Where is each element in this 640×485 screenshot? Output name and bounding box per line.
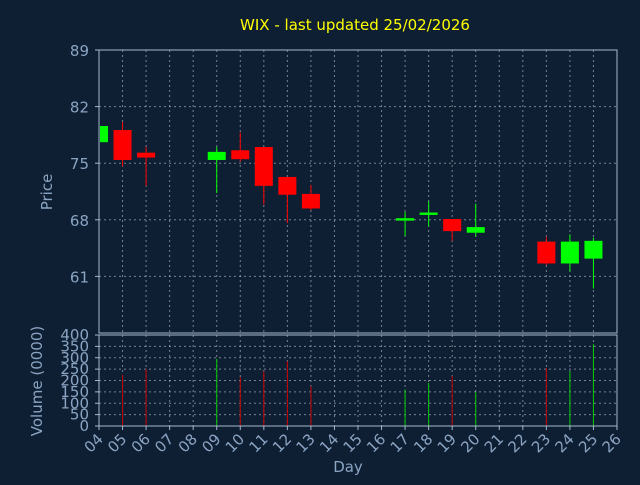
candle [443,218,462,241]
volume-series [98,344,594,426]
candle-body [537,241,556,264]
candle-body [466,227,485,233]
candle [231,132,250,162]
volume-tick-label: 150 [60,383,89,401]
candle [207,147,226,194]
candle-body [113,130,132,160]
candle [419,201,438,227]
volume-tick-label: 350 [60,337,89,355]
volume-tick-label: 400 [60,326,89,344]
candle-body [584,240,603,259]
volume-axis-label: Volume (0000) [28,326,46,436]
price-tick-label: 61 [70,268,89,286]
candle [254,147,273,205]
volume-tick-label: 300 [60,349,89,367]
volume-panel-frame [98,334,618,427]
candle-body [560,241,579,264]
candle [301,185,320,211]
candle [278,176,297,224]
candle-body [443,218,462,232]
volume-tick-label: 250 [60,360,89,378]
candle [98,126,108,143]
volume-tick-label: 100 [60,394,89,412]
candle [560,234,579,272]
x-axis-label: Day [333,458,363,476]
candle-body [278,176,297,195]
price-panel-frame [98,49,618,334]
candle-body [207,151,226,160]
candle-body [231,150,250,160]
price-grid [98,49,618,333]
candle-body [100,126,108,143]
candle-body [137,152,156,158]
price-tick-labels: 89 82 75 68 61 [70,42,99,286]
price-tick-label: 82 [70,99,89,117]
price-tick-label: 75 [70,155,89,173]
price-tick-label: 68 [70,212,89,230]
price-axis-label: Price [38,174,56,211]
candle-body [301,193,320,209]
candle-body [254,147,273,186]
candlestick-series [98,121,603,289]
volume-tick-label: 0 [79,417,89,435]
candle-body [396,218,415,221]
price-tick-label: 89 [70,42,89,60]
candle [466,203,485,237]
candle [537,236,556,266]
candle [113,121,132,167]
chart-title: WIX - last updated 25/02/2026 [240,16,470,34]
volume-tick-label: 200 [60,372,89,390]
volume-tick-label: 50 [70,406,89,424]
candle [396,211,415,236]
candle-body [419,212,438,215]
candle [137,147,156,186]
candle [584,237,603,289]
